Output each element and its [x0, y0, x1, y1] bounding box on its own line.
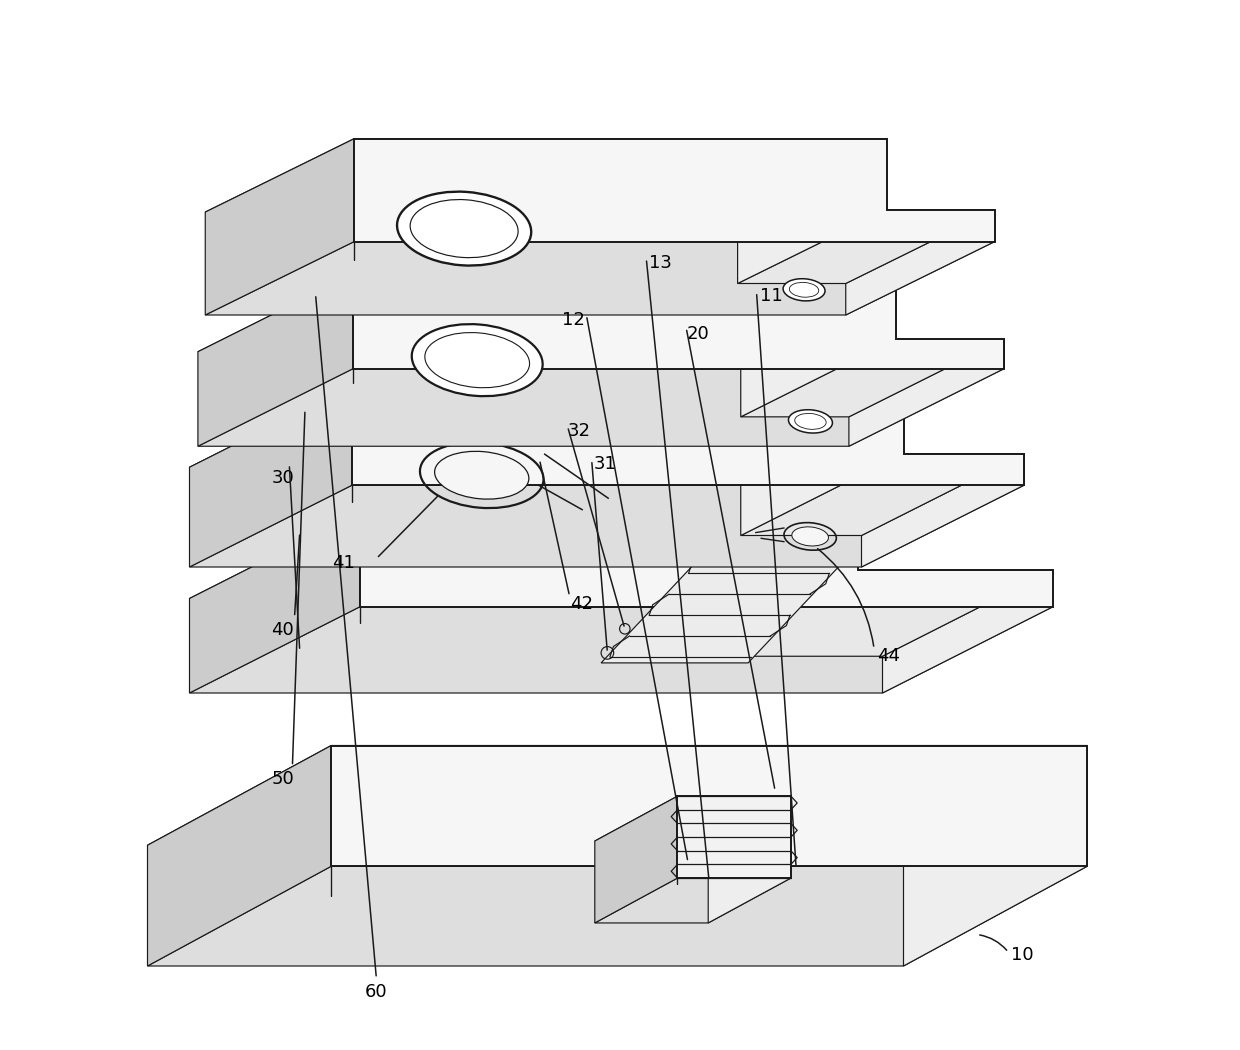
Ellipse shape [784, 278, 825, 301]
Polygon shape [708, 796, 791, 923]
Polygon shape [206, 139, 887, 212]
Ellipse shape [412, 324, 543, 396]
Text: 12: 12 [563, 311, 585, 330]
Polygon shape [740, 385, 904, 536]
Ellipse shape [790, 282, 818, 297]
Polygon shape [595, 796, 791, 841]
Polygon shape [846, 210, 994, 315]
Polygon shape [190, 385, 352, 567]
Polygon shape [198, 274, 353, 446]
Polygon shape [352, 385, 1024, 485]
Polygon shape [595, 878, 791, 923]
Text: 50: 50 [272, 770, 294, 789]
Polygon shape [148, 746, 331, 966]
Polygon shape [595, 796, 677, 923]
Polygon shape [740, 274, 897, 417]
Polygon shape [190, 512, 360, 693]
Polygon shape [601, 543, 862, 663]
Text: 42: 42 [569, 594, 593, 613]
Polygon shape [190, 485, 1024, 567]
Ellipse shape [434, 452, 528, 499]
Polygon shape [688, 512, 858, 656]
Polygon shape [688, 570, 1053, 656]
Text: 44: 44 [877, 647, 900, 666]
Polygon shape [198, 274, 897, 352]
Text: 60: 60 [365, 983, 387, 1002]
Polygon shape [206, 139, 355, 315]
Polygon shape [190, 385, 904, 467]
Text: 13: 13 [650, 253, 672, 272]
Ellipse shape [789, 410, 832, 433]
Polygon shape [206, 242, 994, 315]
Polygon shape [331, 746, 1087, 866]
Text: 10: 10 [1011, 946, 1033, 965]
Polygon shape [148, 866, 1087, 966]
Ellipse shape [792, 527, 828, 546]
Polygon shape [862, 454, 1024, 567]
Text: 41: 41 [332, 553, 356, 572]
Polygon shape [148, 746, 1087, 845]
Polygon shape [190, 607, 1053, 693]
Polygon shape [740, 339, 1004, 417]
Polygon shape [190, 512, 858, 598]
Polygon shape [677, 796, 791, 878]
Polygon shape [849, 339, 1004, 446]
Text: 30: 30 [272, 468, 294, 487]
Ellipse shape [425, 333, 529, 387]
Text: 11: 11 [760, 287, 782, 306]
Polygon shape [883, 570, 1053, 693]
Text: 20: 20 [686, 324, 709, 343]
Polygon shape [198, 369, 1004, 446]
Ellipse shape [795, 414, 826, 429]
Ellipse shape [410, 200, 518, 257]
Polygon shape [353, 274, 1004, 369]
Polygon shape [740, 454, 1024, 536]
Text: 31: 31 [594, 455, 616, 474]
Polygon shape [738, 139, 887, 284]
Polygon shape [360, 512, 1053, 607]
Text: 32: 32 [568, 421, 590, 440]
Polygon shape [355, 139, 994, 242]
Ellipse shape [397, 192, 531, 266]
Polygon shape [738, 210, 994, 284]
Polygon shape [904, 746, 1087, 966]
Text: 40: 40 [272, 621, 294, 639]
